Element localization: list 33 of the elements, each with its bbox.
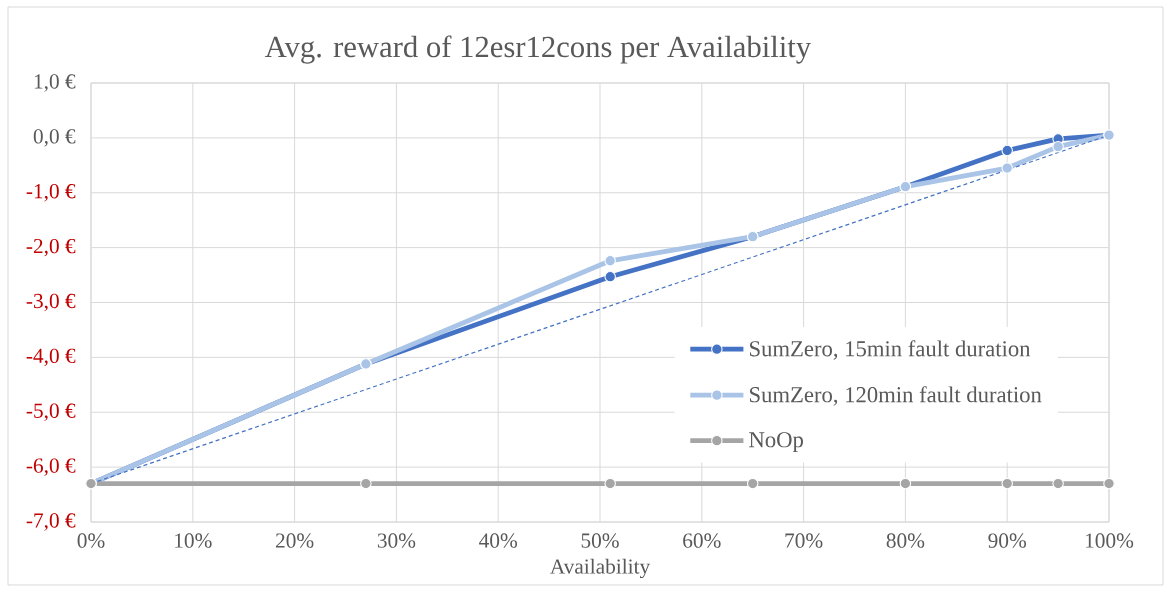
y-tick-label: -7,0 € [26, 513, 76, 531]
point [899, 477, 912, 490]
x-tick-label: 20% [276, 533, 314, 548]
x-tick-label: 100% [1086, 533, 1134, 548]
x-tick-label: 40% [479, 533, 518, 548]
point [1001, 477, 1013, 490]
point [1052, 140, 1064, 153]
point [1001, 144, 1013, 157]
legend-label: SumZero, 120min fault duration [750, 386, 1042, 406]
y-tick-label: -5,0 € [26, 403, 76, 421]
y-tick-label: 1,0 € [34, 74, 76, 92]
y-tick-label: -2,0 € [26, 238, 76, 257]
point [1001, 162, 1013, 174]
x-tick-label: 0% [77, 533, 105, 548]
y-tick-label: -1,0 € [26, 184, 76, 202]
x-tick-label: 90% [988, 533, 1027, 548]
x-tick-label: 70% [785, 533, 823, 548]
point [604, 255, 616, 267]
x-tick-label: 50% [581, 533, 619, 548]
x-tick-label: 10% [175, 533, 212, 548]
y-tick-label: -4,0 € [26, 348, 76, 367]
y-tick-label: 0,0 € [33, 129, 76, 147]
x-tick-label: 60% [683, 533, 721, 548]
legend-label: SumZero, 15min fault duration [750, 340, 1031, 360]
point [604, 270, 616, 283]
x-tick-label: 80% [886, 533, 925, 548]
y-tick-label: -6,0 € [26, 458, 76, 476]
x-axis-title: Availability [550, 558, 651, 579]
y-tick-label: -3,0 € [26, 293, 76, 312]
chart-title: Avg. reward of 12esr12cons per Availability [264, 35, 812, 64]
point [1103, 477, 1115, 490]
legend-label: NoOp [749, 432, 803, 452]
x-tick-label: 30% [377, 533, 416, 548]
